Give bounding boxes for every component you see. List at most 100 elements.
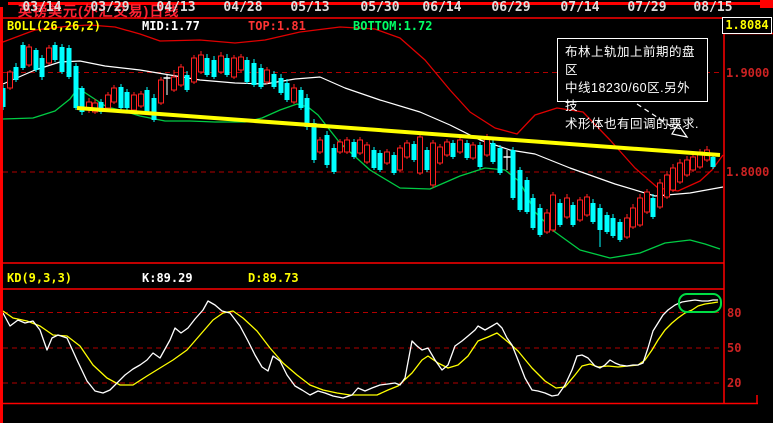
up-candle [317, 139, 323, 153]
analyst-annotation-box[interactable]: 布林上轨加上前期的盘区 中线18230/60区.另外技 术形体也有回调的要求. [557, 38, 708, 131]
up-candle [191, 57, 197, 83]
kd-axis-label: 50 [727, 341, 742, 355]
down-candle [371, 150, 377, 168]
up-candle [690, 156, 696, 171]
down-candle [211, 60, 217, 77]
up-candle [670, 167, 676, 191]
annotation-arrow-head [671, 122, 689, 138]
up-candle [238, 56, 244, 71]
up-candle [397, 147, 403, 171]
down-candle [244, 60, 250, 82]
up-candle [218, 55, 224, 73]
down-candle [610, 218, 616, 236]
up-candle [26, 46, 32, 66]
down-candle [331, 148, 337, 172]
up-candle [178, 66, 184, 86]
kd-highlight-ellipse [678, 293, 722, 313]
x-axis-date: 08/15 [693, 0, 733, 15]
x-axis-date: 03/29 [90, 0, 130, 15]
down-candle [537, 208, 543, 235]
down-candle [557, 203, 563, 225]
kd-k-line [2, 299, 718, 399]
down-candle [490, 143, 496, 162]
down-candle [377, 153, 383, 170]
down-candle [311, 123, 317, 160]
up-candle [171, 76, 177, 91]
up-candle [417, 136, 423, 174]
price-axis-label: 1.8000 [726, 165, 770, 179]
down-candle [251, 63, 257, 85]
up-candle [430, 142, 436, 186]
down-candle [224, 58, 230, 75]
window-title: 英镑美元(外汇交易)日线 [18, 3, 180, 19]
window-corner-block [760, 0, 773, 8]
kd-axis-label: 20 [727, 376, 742, 390]
up-candle [264, 69, 270, 83]
down-candle [258, 68, 264, 87]
up-candle [444, 141, 450, 156]
up-candle [470, 144, 476, 159]
up-candle [544, 212, 550, 233]
up-candle [584, 196, 590, 216]
kd-d-value: D:89.73 [248, 271, 299, 285]
annotation-line: 术形体也有回调的要求. [565, 117, 699, 131]
down-candle [184, 75, 190, 90]
down-candle [33, 50, 39, 70]
up-candle [684, 159, 690, 176]
x-axis-date: 04/13 [156, 0, 196, 15]
down-candle [52, 45, 58, 60]
price-axis-label: 1.9000 [726, 65, 770, 80]
down-candle [144, 90, 150, 112]
down-candle [13, 67, 19, 80]
up-candle [657, 182, 663, 208]
boll-indicator-label[interactable]: BOLL(26,26,2) [7, 19, 101, 33]
up-candle [630, 207, 636, 228]
down-candle [351, 142, 357, 157]
up-candle [564, 197, 570, 218]
down-candle [570, 205, 576, 225]
last-price-box: 1.8084 [722, 17, 772, 34]
bollinger-upper-band [2, 24, 724, 192]
down-candle [278, 78, 284, 93]
down-candle [604, 215, 610, 232]
down-candle [510, 150, 516, 198]
boll-mid-value: MID:1.77 [142, 19, 200, 33]
down-candle [73, 66, 79, 108]
up-candle [577, 199, 583, 221]
up-candle [644, 191, 650, 213]
down-candle [477, 145, 483, 167]
x-axis-date: 07/29 [627, 0, 667, 15]
boll-bottom-value: BOTTOM:1.72 [353, 19, 433, 33]
down-candle [124, 92, 130, 108]
window-top-border [8, 2, 762, 5]
down-candle [98, 102, 104, 112]
kd-indicator-label[interactable]: KD(9,3,3) [7, 271, 73, 285]
down-candle [411, 144, 417, 160]
up-candle [664, 174, 670, 198]
up-candle [231, 57, 237, 78]
up-candle [138, 93, 144, 107]
up-candle [677, 162, 683, 183]
up-candle [550, 194, 556, 231]
annotation-arrow-shaft [636, 103, 673, 128]
boll-top-value: TOP:1.81 [248, 19, 306, 33]
down-candle [79, 88, 85, 112]
down-candle [524, 180, 530, 212]
down-candle [304, 98, 310, 127]
x-axis-date: 06/29 [491, 0, 531, 15]
down-candle [298, 90, 304, 108]
resistance-trendline [76, 106, 721, 157]
down-candle [597, 208, 603, 230]
up-candle [158, 79, 164, 104]
down-candle [517, 170, 523, 210]
down-candle [450, 143, 456, 157]
x-axis-date: 04/28 [223, 0, 263, 15]
up-candle [198, 54, 204, 73]
up-candle [344, 139, 350, 153]
down-candle [617, 222, 623, 240]
up-candle [291, 87, 297, 103]
up-candle [364, 144, 370, 163]
down-candle [590, 203, 596, 222]
